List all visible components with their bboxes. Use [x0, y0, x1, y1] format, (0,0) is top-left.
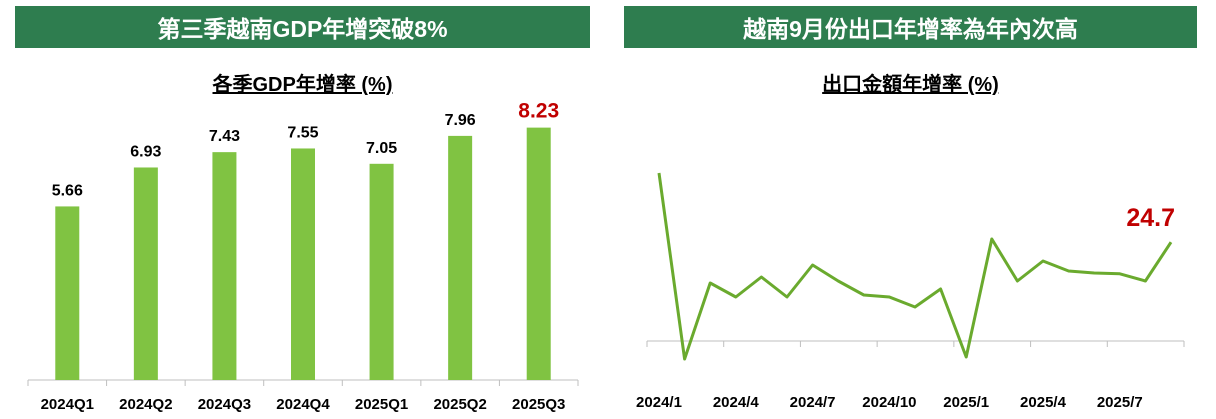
gdp-bar-2025Q3: [526, 127, 551, 380]
export-x-label-2024/7: 2024/7: [790, 394, 836, 411]
gdp-bar-2024Q3: [212, 152, 237, 380]
gdp-value-label-2024Q2: 6.93: [130, 143, 161, 160]
gdp-value-label-2025Q2: 7.96: [445, 112, 476, 129]
gdp-bar-2024Q1: [55, 206, 80, 380]
gdp-bar-2024Q2: [133, 167, 158, 380]
gdp-category-label-2025Q1: 2025Q1: [355, 396, 408, 413]
gdp-category-label-2025Q2: 2025Q2: [433, 396, 486, 413]
gdp-category-label-2024Q2: 2024Q2: [119, 396, 172, 413]
gdp-category-label-2024Q4: 2024Q4: [276, 396, 330, 413]
export-growth-line: [657, 172, 1173, 361]
right-panel-header: 越南9月份出口年增率為年內次高: [624, 6, 1197, 48]
export-end-value-label: 24.7: [1126, 204, 1175, 232]
gdp-value-label-2024Q1: 5.66: [52, 182, 83, 199]
gdp-bar-2025Q2: [448, 135, 473, 380]
export-x-label-2025/4: 2025/4: [1020, 394, 1067, 411]
gdp-value-label-2024Q4: 7.55: [287, 124, 318, 141]
gdp-value-label-2024Q3: 7.43: [209, 128, 240, 145]
gdp-category-label-2024Q3: 2024Q3: [198, 396, 251, 413]
export-x-label-2024/1: 2024/1: [636, 394, 682, 411]
gdp-value-label-2025Q1: 7.05: [366, 140, 397, 157]
gdp-category-label-2024Q1: 2024Q1: [41, 396, 94, 413]
export-chart-title: 出口金額年增率 (%): [822, 74, 999, 96]
export-x-label-2025/1: 2025/1: [943, 394, 989, 411]
export-x-label-2024/4: 2024/4: [713, 394, 760, 411]
gdp-chart-title: 各季GDP年增率 (%): [212, 74, 393, 96]
gdp-bar-2024Q4: [291, 148, 315, 380]
export-x-label-2025/7: 2025/7: [1097, 394, 1143, 411]
gdp-bar-2025Q1: [369, 163, 394, 380]
gdp-category-label-2025Q3: 2025Q3: [512, 396, 565, 413]
export-x-label-2024/10: 2024/10: [862, 394, 916, 411]
left-panel-header: 第三季越南GDP年增突破8%: [15, 6, 590, 48]
gdp-value-label-2025Q3: 8.23: [518, 100, 559, 123]
